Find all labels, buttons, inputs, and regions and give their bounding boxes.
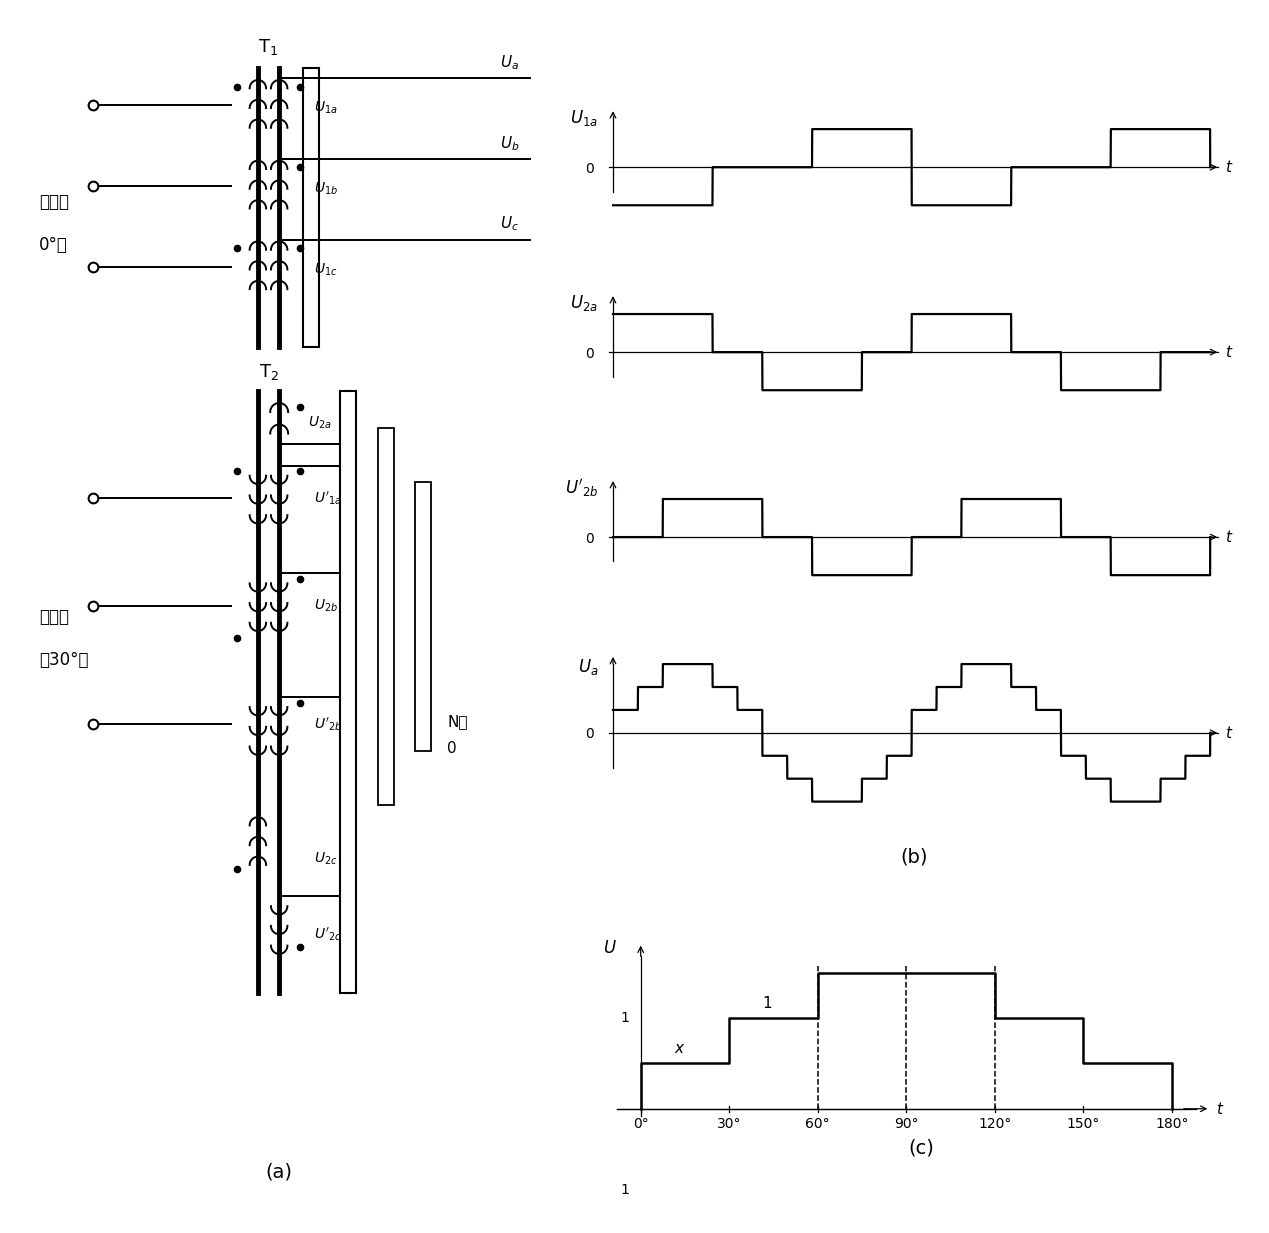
Text: $U_{2b}$: $U_{2b}$ bbox=[313, 598, 338, 614]
Text: (b): (b) bbox=[900, 847, 928, 867]
Text: $U_{2a}$: $U_{2a}$ bbox=[308, 414, 332, 432]
Bar bbox=[340, 391, 357, 993]
Text: x: x bbox=[675, 1041, 684, 1057]
Text: 后30°桥: 后30°桥 bbox=[39, 651, 89, 668]
Text: $U_c$: $U_c$ bbox=[500, 215, 519, 233]
Text: $U_{1a}$: $U_{1a}$ bbox=[313, 100, 338, 116]
Text: $U_{1a}$: $U_{1a}$ bbox=[570, 107, 598, 128]
Text: $U'_{2c}$: $U'_{2c}$ bbox=[313, 925, 341, 943]
Text: $U'_{1a}$: $U'_{1a}$ bbox=[313, 490, 341, 507]
Text: $U'_{2b}$: $U'_{2b}$ bbox=[313, 715, 343, 732]
Text: 120°: 120° bbox=[978, 1117, 1011, 1131]
Text: $U_a$: $U_a$ bbox=[577, 657, 598, 677]
Text: $\mathrm{T}_2$: $\mathrm{T}_2$ bbox=[259, 363, 278, 382]
Text: $U'_{2b}$: $U'_{2b}$ bbox=[565, 477, 598, 498]
Text: 第一台: 第一台 bbox=[39, 194, 70, 211]
Text: 第二台: 第二台 bbox=[39, 608, 70, 625]
Text: 0°: 0° bbox=[633, 1117, 648, 1131]
Text: $t$: $t$ bbox=[1225, 344, 1233, 360]
Text: 150°: 150° bbox=[1067, 1117, 1100, 1131]
Bar bbox=[378, 428, 393, 805]
Bar bbox=[415, 482, 431, 751]
Text: $t$: $t$ bbox=[1225, 159, 1233, 175]
Text: N线: N线 bbox=[447, 714, 467, 729]
Bar bbox=[303, 68, 319, 348]
Text: 1: 1 bbox=[621, 1011, 629, 1025]
Text: 0°桥: 0°桥 bbox=[39, 237, 69, 254]
Text: 180°: 180° bbox=[1155, 1117, 1189, 1131]
Text: $U_{1c}$: $U_{1c}$ bbox=[313, 261, 338, 277]
Text: $t$: $t$ bbox=[1225, 529, 1233, 545]
Text: (c): (c) bbox=[909, 1139, 934, 1158]
Text: $U_{2a}$: $U_{2a}$ bbox=[570, 292, 598, 313]
Text: $U_{1b}$: $U_{1b}$ bbox=[313, 180, 338, 197]
Text: $U_{2c}$: $U_{2c}$ bbox=[313, 851, 338, 867]
Text: (a): (a) bbox=[265, 1163, 293, 1181]
Text: 60°: 60° bbox=[806, 1117, 830, 1131]
Text: 90°: 90° bbox=[893, 1117, 919, 1131]
Text: $\mathrm{T}_1$: $\mathrm{T}_1$ bbox=[259, 37, 278, 57]
Text: $U_a$: $U_a$ bbox=[500, 53, 519, 72]
Text: 30°: 30° bbox=[717, 1117, 741, 1131]
Text: 0: 0 bbox=[447, 741, 457, 756]
Text: $U_b$: $U_b$ bbox=[500, 134, 519, 153]
Text: $t$: $t$ bbox=[1216, 1101, 1225, 1117]
Text: 1: 1 bbox=[763, 996, 773, 1011]
Text: $U$: $U$ bbox=[603, 940, 617, 957]
Text: 1: 1 bbox=[621, 1184, 629, 1197]
Text: $t$: $t$ bbox=[1225, 725, 1233, 741]
